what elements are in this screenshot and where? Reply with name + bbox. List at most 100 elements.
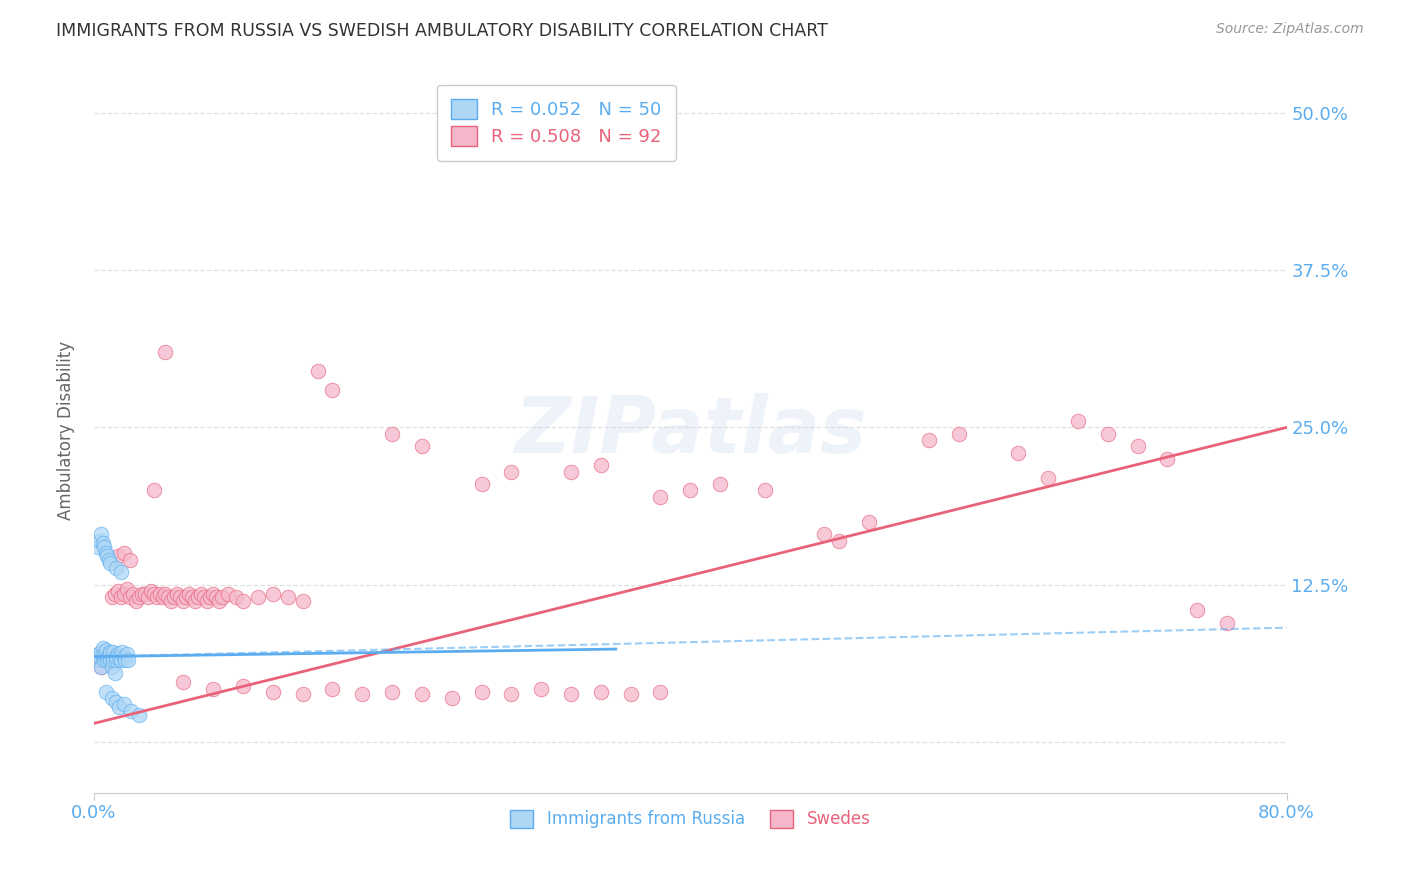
Point <box>307 364 329 378</box>
Point <box>166 587 188 601</box>
Point <box>145 591 167 605</box>
Point <box>98 644 121 658</box>
Point <box>160 594 183 608</box>
Point <box>858 515 880 529</box>
Point <box>105 649 128 664</box>
Point <box>94 546 117 560</box>
Point <box>108 700 131 714</box>
Point <box>93 653 115 667</box>
Y-axis label: Ambulatory Disability: Ambulatory Disability <box>58 341 75 520</box>
Point <box>94 653 117 667</box>
Point <box>152 591 174 605</box>
Point <box>184 594 207 608</box>
Text: IMMIGRANTS FROM RUSSIA VS SWEDISH AMBULATORY DISABILITY CORRELATION CHART: IMMIGRANTS FROM RUSSIA VS SWEDISH AMBULA… <box>56 22 828 40</box>
Point <box>181 591 204 605</box>
Text: Source: ZipAtlas.com: Source: ZipAtlas.com <box>1216 22 1364 37</box>
Point <box>87 647 110 661</box>
Point <box>589 458 612 473</box>
Point <box>93 540 115 554</box>
Point <box>107 647 129 661</box>
Point <box>918 433 941 447</box>
Point <box>650 685 672 699</box>
Point <box>650 490 672 504</box>
Point <box>103 644 125 658</box>
Point <box>89 649 111 664</box>
Point <box>124 594 146 608</box>
Point <box>96 653 118 667</box>
Point <box>101 591 124 605</box>
Point <box>104 666 127 681</box>
Point <box>89 533 111 548</box>
Point <box>142 483 165 498</box>
Point <box>107 549 129 563</box>
Point <box>90 527 112 541</box>
Point <box>93 647 115 661</box>
Point <box>110 566 132 580</box>
Point <box>948 426 970 441</box>
Legend: Immigrants from Russia, Swedes: Immigrants from Russia, Swedes <box>503 803 877 835</box>
Point <box>501 465 523 479</box>
Point <box>179 587 201 601</box>
Point <box>136 591 159 605</box>
Point <box>103 653 125 667</box>
Point <box>470 477 492 491</box>
Point <box>131 587 153 601</box>
Point <box>98 653 121 667</box>
Point <box>560 465 582 479</box>
Point <box>411 688 433 702</box>
Point <box>246 591 269 605</box>
Point <box>1185 603 1208 617</box>
Point <box>440 691 463 706</box>
Point <box>101 691 124 706</box>
Point <box>225 591 247 605</box>
Point <box>291 594 314 608</box>
Point <box>381 426 404 441</box>
Point <box>111 644 134 658</box>
Point <box>1156 451 1178 466</box>
Point <box>560 688 582 702</box>
Point <box>1126 439 1149 453</box>
Point <box>115 647 138 661</box>
Point <box>172 674 194 689</box>
Point <box>381 685 404 699</box>
Point <box>411 439 433 453</box>
Point <box>262 685 284 699</box>
Point <box>97 649 120 664</box>
Point <box>277 591 299 605</box>
Point <box>232 594 254 608</box>
Point <box>211 591 233 605</box>
Point <box>112 546 135 560</box>
Point <box>118 552 141 566</box>
Point <box>98 557 121 571</box>
Point <box>128 707 150 722</box>
Point <box>96 647 118 661</box>
Point <box>87 540 110 554</box>
Point <box>90 659 112 673</box>
Point <box>172 594 194 608</box>
Point <box>94 649 117 664</box>
Point <box>142 587 165 601</box>
Point <box>193 591 215 605</box>
Point <box>139 584 162 599</box>
Point <box>112 649 135 664</box>
Point <box>187 591 209 605</box>
Point <box>97 552 120 566</box>
Point <box>589 685 612 699</box>
Point <box>501 688 523 702</box>
Point <box>202 682 225 697</box>
Point <box>107 584 129 599</box>
Point <box>163 591 186 605</box>
Text: ZIPatlas: ZIPatlas <box>515 392 866 468</box>
Point <box>200 591 222 605</box>
Point <box>110 653 132 667</box>
Point <box>112 698 135 712</box>
Point <box>105 561 128 575</box>
Point <box>101 649 124 664</box>
Point <box>108 649 131 664</box>
Point <box>828 533 851 548</box>
Point <box>321 383 343 397</box>
Point <box>104 587 127 601</box>
Point <box>262 587 284 601</box>
Point <box>117 653 139 667</box>
Point <box>754 483 776 498</box>
